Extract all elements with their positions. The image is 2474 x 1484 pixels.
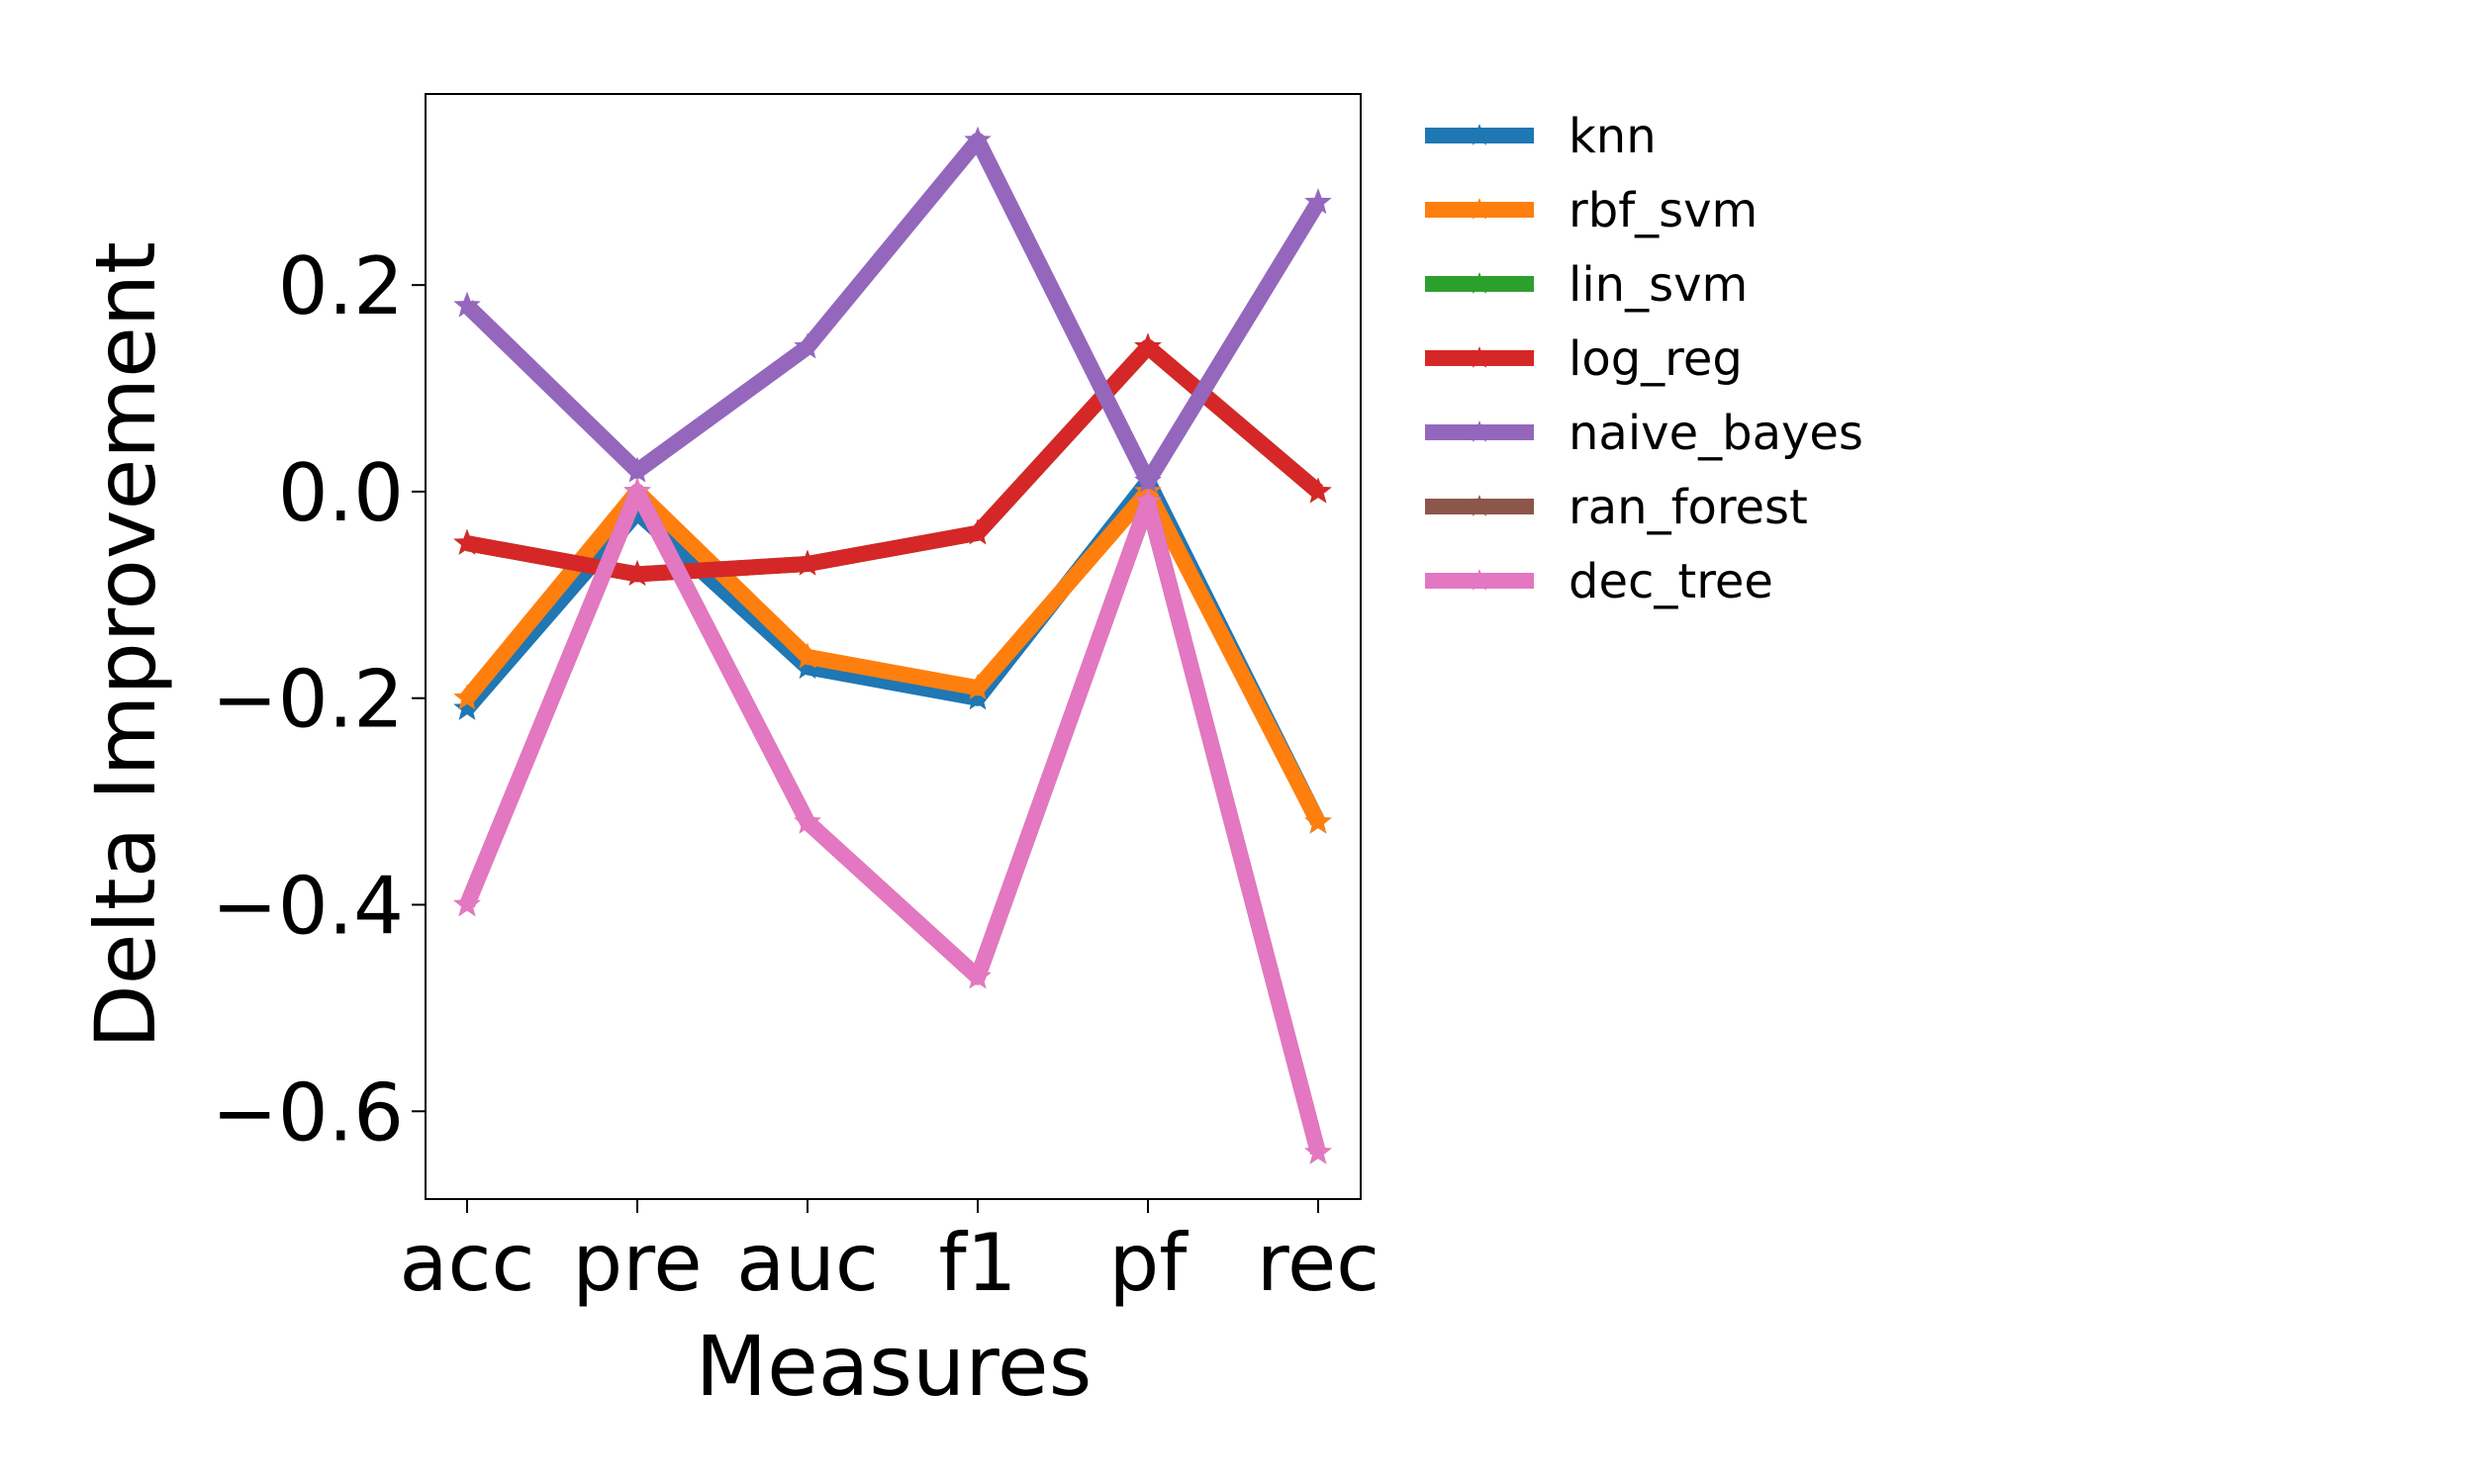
series-dec_tree — [453, 477, 1332, 1164]
legend-item: ran_forest — [1425, 480, 1808, 535]
y-axis-label: Delta Improvement — [77, 241, 174, 1049]
data-point — [623, 477, 651, 504]
series-layer — [453, 126, 1332, 1164]
x-tick-label: pre — [572, 1217, 702, 1309]
data-point — [964, 126, 992, 152]
data-point — [794, 549, 821, 576]
series-line — [460, 483, 1326, 826]
legend-item: knn — [1425, 109, 1657, 164]
series-line — [461, 133, 1325, 490]
data-point — [1134, 332, 1162, 359]
x-tick-label: rec — [1257, 1217, 1380, 1309]
data-point — [794, 332, 821, 359]
data-point — [794, 807, 821, 834]
data-point — [453, 528, 481, 555]
y-tick-label: −0.6 — [212, 1067, 404, 1159]
legend-marker — [1468, 420, 1491, 442]
legend-marker — [1468, 272, 1491, 294]
data-point — [453, 291, 481, 318]
y-tick-label: −0.2 — [212, 654, 404, 746]
plot-frame — [425, 93, 1362, 1200]
data-point — [1134, 467, 1162, 494]
data-point — [453, 890, 481, 917]
legend-marker — [1468, 198, 1491, 220]
y-tick-label: −0.4 — [212, 860, 404, 952]
data-point — [1304, 807, 1332, 834]
data-point — [794, 642, 821, 669]
series-knn — [453, 467, 1332, 834]
data-point — [623, 559, 651, 587]
legend-item: log_reg — [1425, 331, 1743, 387]
data-point — [964, 963, 992, 989]
series-rbf_svm — [453, 477, 1332, 834]
y-tick-label: 0.0 — [278, 447, 404, 539]
plot-area: 0.2 0.0 −0.2 −0.4 −0.6 acc pre auc f1 pf rec — [212, 93, 1380, 1309]
data-point — [964, 518, 992, 545]
legend-label: knn — [1569, 109, 1657, 164]
legend-label: log_reg — [1569, 331, 1743, 387]
data-point — [453, 684, 481, 710]
legend: knn rbf_svm lin_svm log_reg naive_bayes ran_f… — [1425, 109, 1863, 609]
legend-label: ran_forest — [1569, 480, 1808, 535]
legend-marker — [1468, 124, 1491, 145]
x-axis-label: Measures — [696, 1318, 1093, 1415]
data-point — [1134, 487, 1162, 514]
data-point — [1304, 188, 1332, 215]
data-point — [623, 456, 651, 483]
legend-label: naive_bayes — [1569, 406, 1863, 461]
series-line — [459, 483, 1326, 1156]
legend-marker — [1468, 569, 1491, 591]
series-naive_bayes — [453, 126, 1332, 494]
x-tick-label: acc — [400, 1217, 535, 1309]
x-tick-label: pf — [1109, 1217, 1189, 1309]
data-point — [1304, 477, 1332, 504]
data-point — [1304, 1138, 1332, 1164]
x-tick-label: auc — [736, 1217, 879, 1309]
legend-item: naive_bayes — [1425, 406, 1863, 461]
legend-item: rbf_svm — [1425, 183, 1758, 238]
legend-marker — [1468, 346, 1491, 368]
x-tick-label: f1 — [938, 1217, 1016, 1309]
y-tick-label: 0.2 — [278, 240, 404, 332]
legend-item: dec_tree — [1425, 554, 1773, 609]
data-point — [453, 694, 481, 720]
legend-marker — [1468, 495, 1491, 516]
legend-label: lin_svm — [1569, 257, 1748, 313]
legend-item: lin_svm — [1425, 257, 1748, 313]
legend-label: rbf_svm — [1569, 183, 1758, 238]
legend-label: dec_tree — [1569, 554, 1773, 609]
data-point — [964, 673, 992, 699]
